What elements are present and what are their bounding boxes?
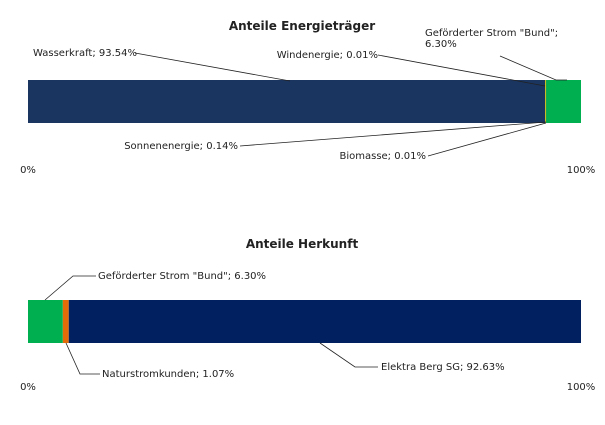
data-label: Sonnenenergie; 0.14%	[124, 141, 238, 152]
leader-line	[239, 121, 547, 147]
leader-line	[427, 122, 547, 157]
chart-1: Anteile Energieträger Wasserkraft; 93.54%…	[20, 19, 595, 176]
data-label: Wasserkraft; 93.54%	[33, 48, 137, 59]
leader-line	[134, 52, 291, 82]
bar-segment	[28, 300, 63, 343]
bar-segment	[545, 80, 547, 123]
chart-2: Anteile Herkunft Geförderter Strom "Bund"…	[20, 237, 595, 393]
bar-segment	[62, 300, 69, 343]
data-label-line2: 6.30%	[425, 39, 457, 50]
tick-label: 100%	[567, 165, 596, 176]
data-label: Naturstromkunden; 1.07%	[102, 369, 234, 380]
leader-line	[377, 54, 546, 87]
bar-segment	[28, 80, 546, 123]
data-label: Geförderter Strom "Bund"; 6.30%	[98, 271, 266, 282]
data-label: Windenergie; 0.01%	[277, 50, 378, 61]
leader-line	[499, 55, 567, 81]
tick-label: 100%	[567, 382, 596, 393]
leader-line	[65, 342, 100, 375]
tick-label: 0%	[20, 382, 36, 393]
chart-title: Anteile Herkunft	[246, 237, 359, 251]
bar-segment	[546, 80, 581, 123]
leader-line	[319, 342, 378, 368]
bar-segment	[68, 300, 581, 343]
tick-label: 0%	[20, 165, 36, 176]
data-label: Geförderter Strom "Bund";	[425, 28, 558, 39]
leader-line	[44, 275, 96, 301]
data-label: Elektra Berg SG; 92.63%	[381, 362, 505, 373]
chart-title: Anteile Energieträger	[229, 19, 375, 33]
data-label: Biomasse; 0.01%	[339, 151, 426, 162]
